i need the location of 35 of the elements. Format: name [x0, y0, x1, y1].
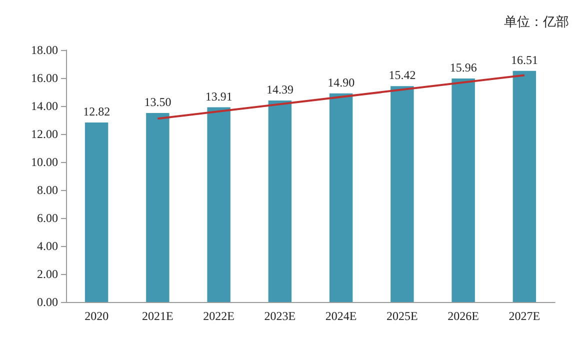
y-tick-label: 2.00 [37, 267, 58, 281]
y-tick-label: 6.00 [37, 211, 58, 225]
y-tick-label: 0.00 [37, 295, 58, 309]
bar [512, 70, 536, 302]
y-tick-label: 14.00 [31, 99, 58, 113]
y-tick-label: 8.00 [37, 183, 58, 197]
bar [268, 100, 292, 302]
y-tick-label: 12.00 [31, 127, 58, 141]
text: 单位：亿部 [504, 15, 569, 30]
y-tick-label: 18.00 [31, 43, 58, 57]
data-label: 14.90 [328, 75, 355, 90]
x-tick-label: 2022E [203, 309, 234, 323]
data-label: 13.50 [144, 95, 172, 109]
data-label: 12.82 [83, 104, 110, 119]
data-label: 13.91 [205, 89, 232, 104]
bar [146, 113, 170, 302]
x-tick-label: 2024E [325, 309, 357, 323]
bar [390, 86, 414, 302]
x-tick-label: 2021E [142, 309, 174, 323]
x-tick-label: 2023E [264, 309, 296, 323]
x-tick-label: 2027E [508, 309, 540, 323]
data-label: 15.96 [450, 60, 477, 75]
y-tick-label: 16.00 [31, 71, 58, 85]
x-tick-label: 2020 [84, 309, 109, 323]
bar [329, 93, 353, 302]
y-tick-label: 4.00 [37, 239, 58, 253]
data-label: 15.42 [388, 68, 416, 82]
data-label: 14.39 [266, 82, 294, 97]
x-tick-label: 2026E [448, 309, 479, 323]
data-label: 16.51 [510, 52, 538, 67]
bar [207, 107, 230, 302]
bar [452, 78, 475, 302]
x-tick-label: 2025E [386, 309, 418, 323]
y-tick-label: 10.00 [31, 155, 58, 169]
bar [84, 122, 108, 302]
